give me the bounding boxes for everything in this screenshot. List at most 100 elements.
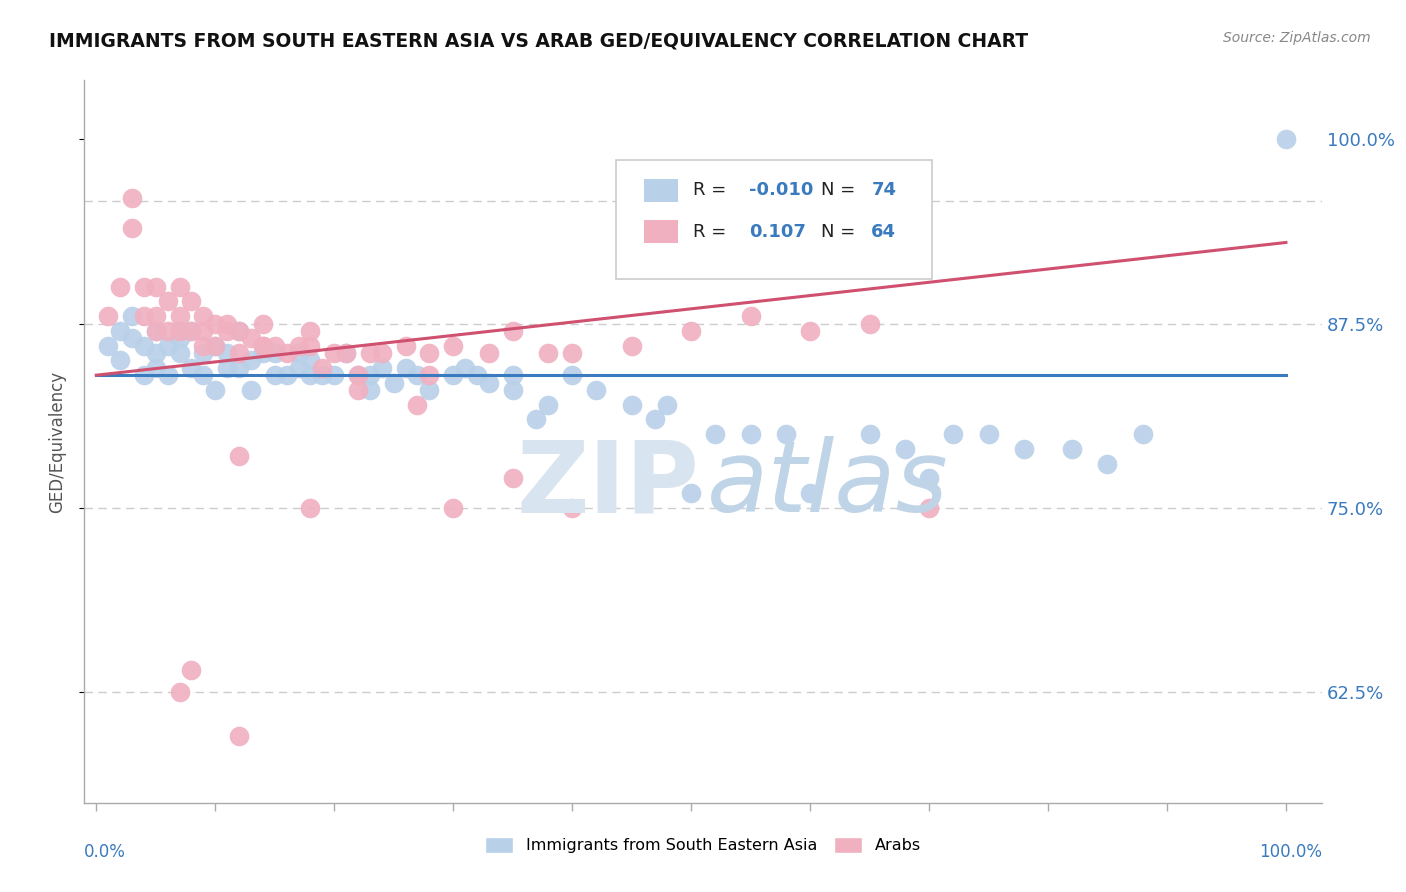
Point	[740, 427, 762, 442]
Point	[228, 360, 250, 375]
Point	[228, 324, 250, 338]
Point	[252, 346, 274, 360]
Point	[180, 360, 202, 375]
Point	[657, 398, 679, 412]
Point	[465, 368, 488, 383]
Point	[108, 353, 131, 368]
Point	[311, 360, 333, 375]
Point	[359, 346, 381, 360]
Point	[775, 427, 797, 442]
Point	[287, 346, 309, 360]
Point	[681, 486, 703, 500]
Text: ZIP: ZIP	[516, 436, 699, 533]
Point	[561, 500, 583, 515]
Point	[180, 324, 202, 338]
Point	[217, 317, 239, 331]
Point	[132, 309, 155, 323]
Point	[121, 331, 143, 345]
Text: R =: R =	[693, 223, 733, 241]
Point	[145, 309, 167, 323]
Point	[228, 730, 250, 744]
Point	[217, 346, 239, 360]
Point	[169, 279, 191, 293]
Point	[169, 685, 191, 699]
Point	[347, 368, 370, 383]
FancyBboxPatch shape	[616, 160, 932, 279]
Point	[204, 383, 226, 397]
Point	[418, 383, 440, 397]
Point	[335, 346, 357, 360]
Point	[276, 346, 298, 360]
Point	[156, 324, 179, 338]
Point	[359, 368, 381, 383]
Point	[502, 471, 524, 485]
Text: 0.107: 0.107	[749, 223, 806, 241]
Point	[1012, 442, 1035, 456]
Point	[263, 339, 285, 353]
Point	[1275, 132, 1298, 146]
Point	[441, 368, 464, 383]
Text: N =: N =	[821, 223, 860, 241]
Y-axis label: GED/Equivalency: GED/Equivalency	[48, 370, 66, 513]
Point	[252, 339, 274, 353]
Text: Source: ZipAtlas.com: Source: ZipAtlas.com	[1223, 31, 1371, 45]
Point	[217, 324, 239, 338]
Point	[180, 294, 202, 309]
Point	[894, 442, 917, 456]
Point	[620, 398, 643, 412]
Point	[347, 383, 370, 397]
Point	[193, 309, 215, 323]
Point	[263, 346, 285, 360]
Point	[418, 346, 440, 360]
Point	[681, 324, 703, 338]
Point	[347, 368, 370, 383]
Point	[478, 346, 501, 360]
Point	[145, 279, 167, 293]
Point	[299, 368, 322, 383]
Point	[193, 339, 215, 353]
Point	[942, 427, 965, 442]
Text: 0.0%: 0.0%	[84, 843, 127, 861]
Point	[204, 339, 226, 353]
Point	[502, 324, 524, 338]
Point	[371, 360, 394, 375]
Point	[180, 663, 202, 677]
Point	[204, 317, 226, 331]
Point	[740, 309, 762, 323]
Point	[441, 500, 464, 515]
Point	[299, 324, 322, 338]
Point	[918, 500, 941, 515]
Point	[132, 339, 155, 353]
Point	[169, 331, 191, 345]
Point	[418, 368, 440, 383]
Point	[193, 324, 215, 338]
Point	[97, 339, 120, 353]
Point	[276, 368, 298, 383]
Point	[371, 346, 394, 360]
Text: 64: 64	[872, 223, 896, 241]
Point	[228, 450, 250, 464]
Point	[204, 339, 226, 353]
Point	[585, 383, 607, 397]
Point	[526, 412, 548, 426]
Point	[406, 368, 429, 383]
Text: atlas: atlas	[707, 436, 948, 533]
Point	[299, 353, 322, 368]
Point	[217, 360, 239, 375]
Point	[180, 324, 202, 338]
Point	[121, 220, 143, 235]
Point	[644, 412, 666, 426]
Point	[169, 309, 191, 323]
Point	[537, 346, 560, 360]
Point	[239, 383, 262, 397]
Point	[311, 368, 333, 383]
Point	[121, 191, 143, 205]
Point	[359, 383, 381, 397]
Point	[193, 368, 215, 383]
Point	[252, 339, 274, 353]
Point	[145, 324, 167, 338]
Point	[454, 360, 477, 375]
Text: R =: R =	[693, 181, 733, 199]
Text: -0.010: -0.010	[749, 181, 813, 199]
Point	[441, 339, 464, 353]
